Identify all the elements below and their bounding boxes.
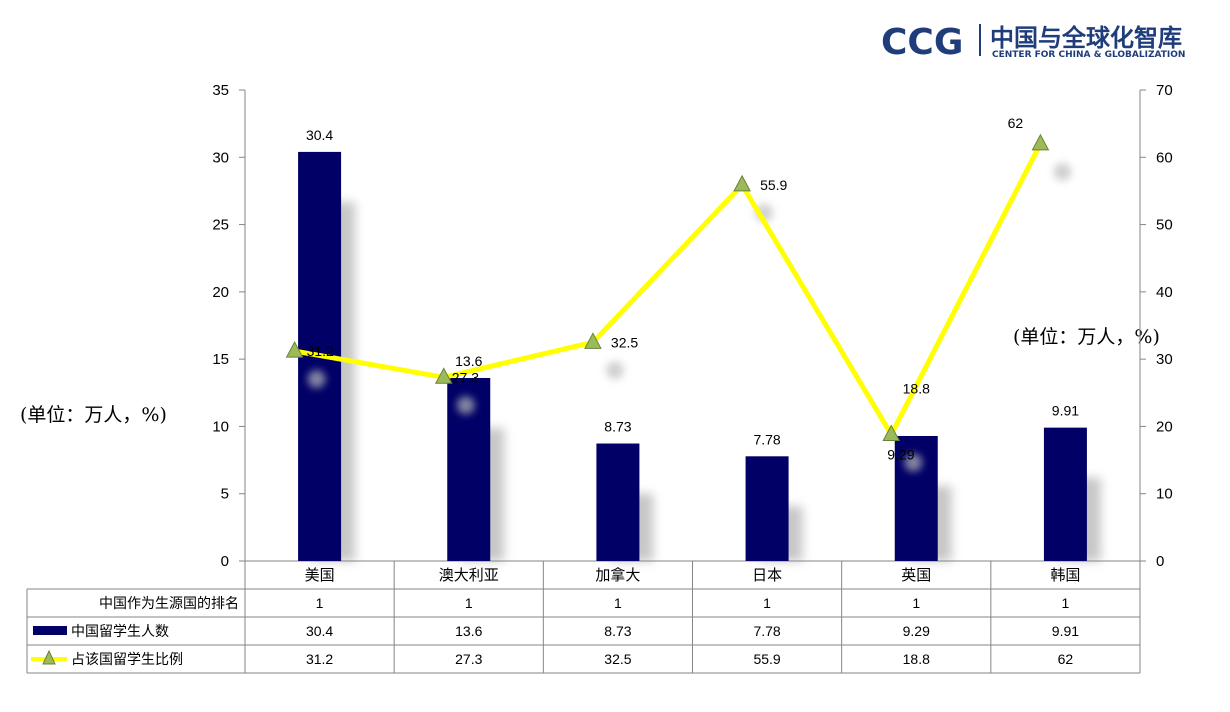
right-tick-label: 30	[1156, 351, 1173, 368]
triangle-marker	[1031, 133, 1050, 151]
line-data-label: 55.9	[760, 177, 787, 193]
bar	[1043, 427, 1087, 561]
legend-triangle-key	[42, 649, 56, 665]
left-tick-label: 20	[212, 284, 229, 301]
table-cell: 1	[763, 595, 771, 611]
table-cell: 31.2	[306, 651, 333, 667]
category-label: 美国	[305, 567, 335, 584]
line-data-label: 27.3	[452, 369, 479, 385]
left-unit-label: (单位：万人，%)	[20, 404, 167, 426]
right-tick-label: 70	[1156, 82, 1173, 99]
logo-name-cn: 中国与全球化智库	[990, 24, 1182, 52]
right-tick-label: 50	[1156, 217, 1173, 234]
marker-shadow	[1053, 162, 1072, 181]
left-tick-label: 35	[212, 82, 229, 99]
line-data-label: 31.2	[307, 343, 334, 359]
marker-shadow	[307, 370, 326, 389]
table-cell: 1	[1062, 595, 1070, 611]
line-data-label: 9.29	[887, 447, 914, 463]
right-tick-label: 10	[1156, 486, 1173, 503]
series-line	[294, 142, 1043, 438]
table-cell: 7.78	[753, 623, 780, 639]
category-label: 加拿大	[595, 566, 640, 584]
left-tick-label: 10	[212, 418, 229, 435]
ccg-logo: CCG 中国与全球化智库 CENTER FOR CHINA & GLOBALIZ…	[881, 22, 1185, 63]
triangle-marker	[733, 174, 751, 192]
data-labels: 30.4 13.6 8.73 7.78 18.8 9.91 31.2 27.3 32.5 55.9…	[306, 115, 1079, 463]
bar-data-label: 30.4	[306, 127, 333, 143]
table-cell: 32.5	[604, 651, 631, 667]
triangle-marker	[584, 332, 602, 349]
table-cell: 13.6	[455, 623, 482, 639]
bar-data-label: 8.73	[604, 419, 631, 435]
left-tick-label: 5	[221, 486, 229, 503]
table-cell: 9.91	[1052, 623, 1079, 639]
logo-name-en: CENTER FOR CHINA & GLOBALIZATION	[992, 50, 1185, 60]
triangle-marker	[882, 424, 901, 442]
bar	[745, 456, 789, 561]
table-cell: 18.8	[903, 651, 930, 667]
table-row-label: 中国作为生源国的排名	[99, 595, 239, 611]
table-cell: 1	[465, 595, 473, 611]
table-cell: 30.4	[306, 623, 333, 639]
marker-shadow	[904, 453, 923, 472]
table-cell: 27.3	[455, 651, 482, 667]
bar-data-label: 18.8	[903, 381, 930, 397]
marker-shadow	[605, 361, 624, 380]
left-tick-label: 25	[212, 217, 229, 234]
table-cell: 1	[316, 595, 324, 611]
table-cell: 1	[912, 595, 920, 611]
table-cell: 8.73	[604, 623, 631, 639]
right-tick-label: 20	[1156, 418, 1173, 435]
left-tick-label: 15	[212, 351, 229, 368]
category-label: 日本	[752, 567, 782, 584]
table-cell: 9.29	[903, 623, 930, 639]
bar	[596, 443, 640, 561]
table-cell: 1	[614, 595, 622, 611]
triangle-marker	[285, 341, 304, 358]
bar-data-label: 9.91	[1052, 403, 1079, 419]
right-unit-label: (单位：万人，%)	[1013, 326, 1160, 348]
marker-shadow	[456, 396, 475, 415]
category-label: 英国	[901, 566, 931, 584]
logo-divider	[979, 24, 981, 56]
table-cell: 62	[1058, 651, 1074, 667]
table-cell: 55.9	[753, 651, 780, 667]
bar-data-label: 13.6	[455, 353, 482, 369]
line-data-label: 62	[1008, 115, 1024, 131]
right-tick-label: 40	[1156, 284, 1173, 301]
triangle-marker	[434, 367, 453, 384]
category-label: 澳大利亚	[439, 567, 499, 584]
table-row-label: 中国留学生人数	[71, 623, 169, 639]
right-tick-label: 0	[1156, 553, 1164, 570]
legend-bar-key	[33, 626, 67, 635]
category-label: 韩国	[1050, 567, 1080, 584]
bars	[298, 151, 1087, 561]
table-row-label: 占该国留学生比例	[71, 651, 183, 667]
left-tick-label: 0	[221, 553, 229, 570]
right-tick-label: 60	[1156, 149, 1173, 166]
logo-mark: CCG	[881, 22, 963, 63]
bar-data-label: 7.78	[753, 431, 780, 447]
ratio-line	[285, 133, 1072, 472]
line-data-label: 32.5	[611, 334, 638, 350]
left-tick-label: 30	[212, 149, 229, 166]
